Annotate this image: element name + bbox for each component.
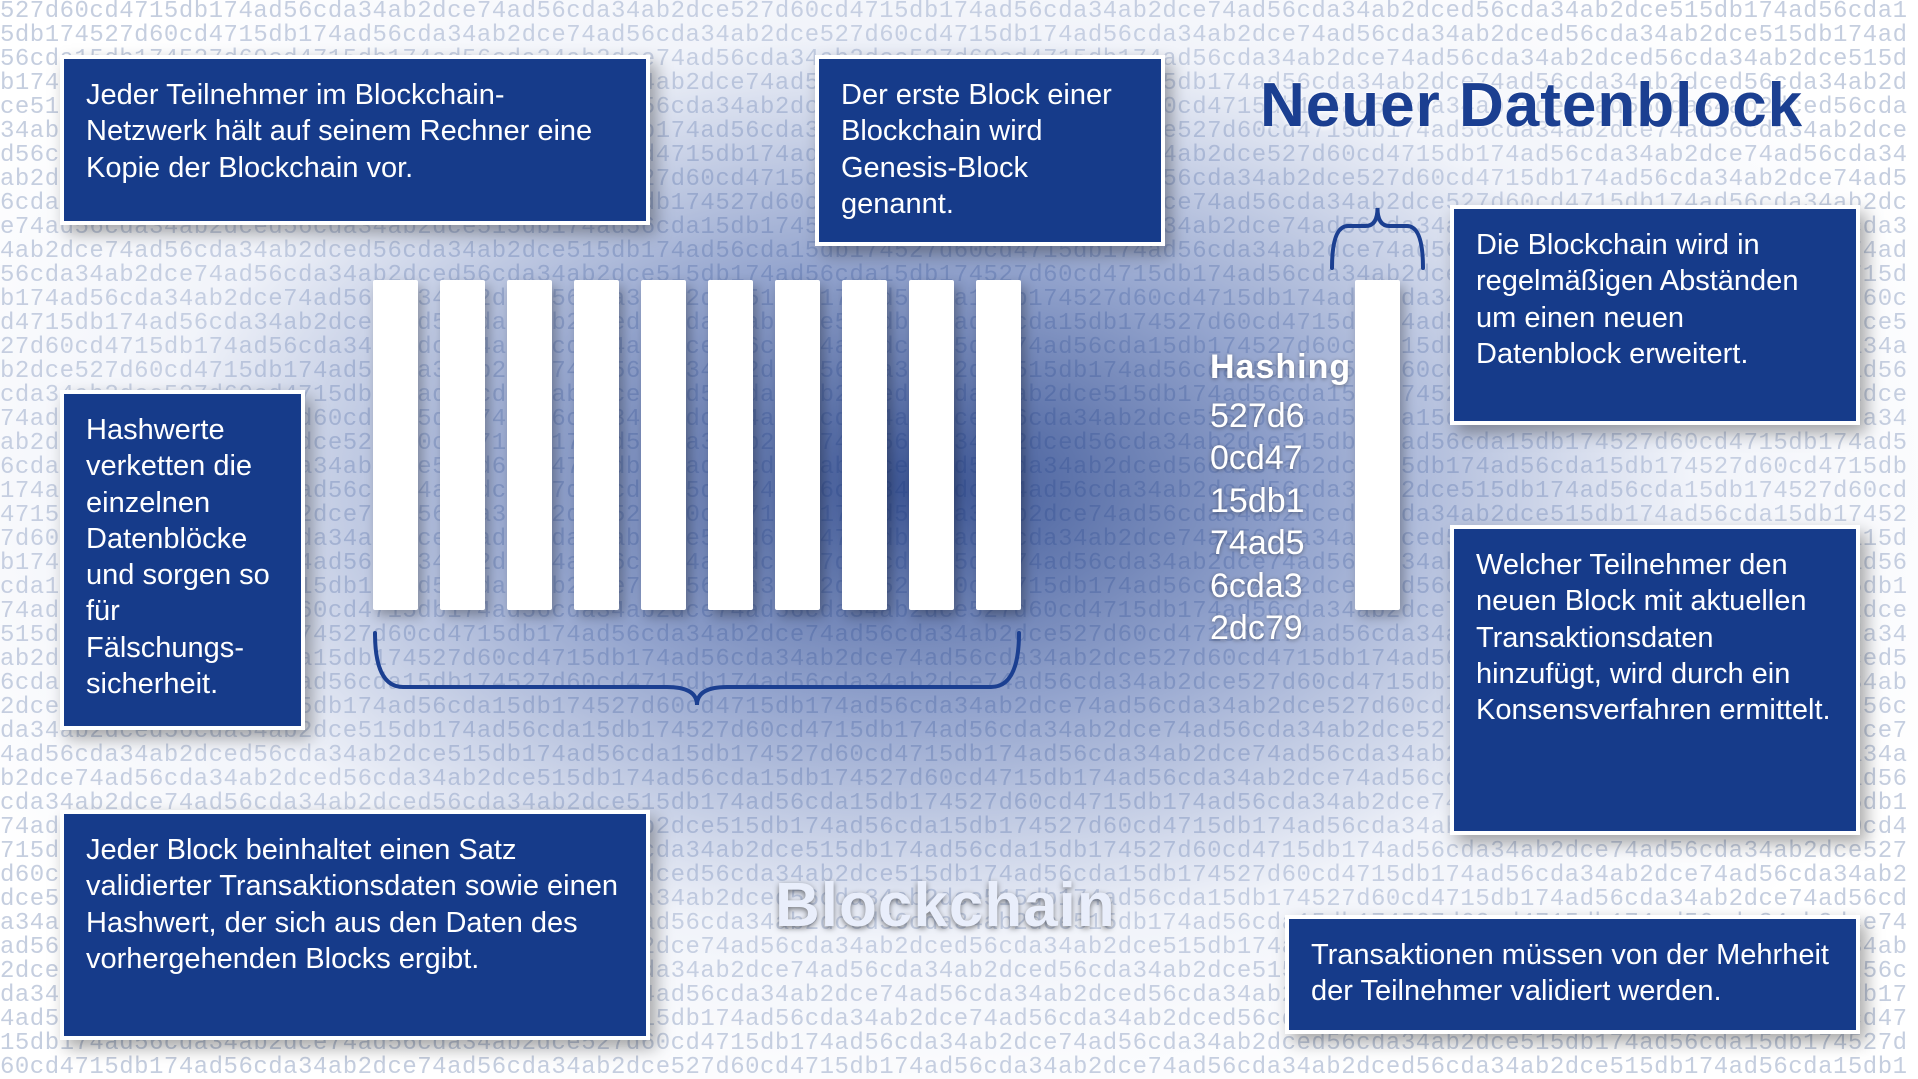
bracket-blockchain: [373, 625, 1021, 715]
card-hash-chaining: Hashwerte verketten die einzelnen Datenb…: [60, 390, 305, 730]
block: [574, 280, 619, 610]
block: [708, 280, 753, 610]
title-new-datablock: Neuer Datenblock: [1260, 70, 1803, 141]
title-blockchain: Blockchain: [775, 870, 1116, 941]
block: [641, 280, 686, 610]
block: [775, 280, 820, 610]
hash-line: 527d6: [1210, 395, 1351, 438]
bracket-new-block: [1330, 200, 1425, 275]
card-text: Jeder Block beinhaltet einen Satz validi…: [86, 834, 618, 975]
block: [842, 280, 887, 610]
hashing-column: Hashing 527d60cd4715db174ad56cda32dc79: [1210, 346, 1351, 650]
block: [909, 280, 954, 610]
card-text: Hashwerte verketten die einzelnen Datenb…: [86, 414, 270, 700]
card-text: Transaktionen müssen von der Mehrheit de…: [1311, 939, 1829, 1007]
card-text: Welcher Teilnehmer den neuen Block mit a…: [1476, 549, 1831, 726]
card-extended-regularly: Die Blockchain wird in regelmäßigen Abst…: [1450, 205, 1860, 425]
new-block: [1355, 280, 1400, 610]
card-consensus: Welcher Teilnehmer den neuen Block mit a…: [1450, 525, 1860, 835]
card-text: Jeder Teilnehmer im Blockchain-Netzwerk …: [86, 79, 592, 184]
hash-line: 15db1: [1210, 480, 1351, 523]
card-participant-copy: Jeder Teilnehmer im Blockchain-Netzwerk …: [60, 55, 650, 225]
hash-line: 2dc79: [1210, 607, 1351, 650]
block: [507, 280, 552, 610]
hash-line: 0cd47: [1210, 437, 1351, 480]
card-majority-validation: Transaktionen müssen von der Mehrheit de…: [1285, 915, 1860, 1034]
blockchain-blocks-row: [373, 280, 1021, 610]
block: [440, 280, 485, 610]
hash-line: 74ad5: [1210, 522, 1351, 565]
card-block-contents: Jeder Block beinhaltet einen Satz validi…: [60, 810, 650, 1040]
card-text: Der erste Block einer Blockchain wird Ge…: [841, 79, 1112, 220]
card-text: Die Blockchain wird in regelmäßigen Abst…: [1476, 229, 1798, 370]
card-genesis-block: Der erste Block einer Blockchain wird Ge…: [815, 55, 1165, 246]
hash-line: 6cda3: [1210, 565, 1351, 608]
hashing-label: Hashing: [1210, 346, 1351, 389]
block: [976, 280, 1021, 610]
block: [373, 280, 418, 610]
